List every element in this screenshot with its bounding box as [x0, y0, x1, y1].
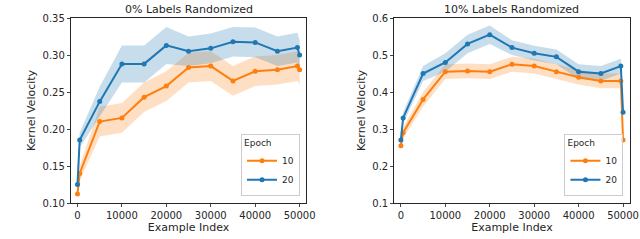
svg-text:0.1: 0.1	[372, 198, 388, 209]
svg-text:20000: 20000	[150, 210, 182, 221]
svg-text:40000: 40000	[239, 210, 271, 221]
svg-text:0.25: 0.25	[43, 87, 65, 98]
svg-text:0.30: 0.30	[43, 50, 65, 61]
svg-text:Kernel Velocity: Kernel Velocity	[355, 69, 368, 151]
svg-text:50000: 50000	[607, 210, 639, 221]
svg-text:30000: 30000	[518, 210, 550, 221]
svg-text:0.3: 0.3	[372, 124, 388, 135]
svg-text:40000: 40000	[563, 210, 595, 221]
svg-text:50000: 50000	[284, 210, 316, 221]
svg-text:0.10: 0.10	[43, 198, 65, 209]
svg-text:10: 10	[605, 156, 617, 166]
svg-text:0.6: 0.6	[372, 13, 388, 24]
svg-text:Epoch: Epoch	[244, 138, 272, 148]
svg-text:10% Labels Randomized: 10% Labels Randomized	[444, 3, 579, 16]
svg-text:0: 0	[74, 210, 80, 221]
svg-text:0% Labels Randomized: 0% Labels Randomized	[125, 3, 253, 16]
svg-text:Epoch: Epoch	[567, 138, 595, 148]
svg-text:0.2: 0.2	[372, 161, 388, 172]
svg-text:Kernel Velocity: Kernel Velocity	[25, 69, 38, 151]
svg-text:0.15: 0.15	[43, 161, 65, 172]
svg-text:0: 0	[398, 210, 404, 221]
svg-text:30000: 30000	[195, 210, 227, 221]
svg-text:0.35: 0.35	[43, 13, 65, 24]
svg-text:0.4: 0.4	[372, 87, 388, 98]
svg-text:10000: 10000	[429, 210, 461, 221]
svg-text:20000: 20000	[474, 210, 506, 221]
svg-text:Example Index: Example Index	[148, 221, 230, 234]
svg-text:0.20: 0.20	[43, 124, 65, 135]
svg-text:20: 20	[605, 175, 617, 185]
svg-text:0.5: 0.5	[372, 50, 388, 61]
svg-text:10: 10	[282, 156, 294, 166]
svg-text:Example Index: Example Index	[471, 221, 553, 234]
svg-text:20: 20	[282, 175, 294, 185]
svg-text:10000: 10000	[106, 210, 138, 221]
